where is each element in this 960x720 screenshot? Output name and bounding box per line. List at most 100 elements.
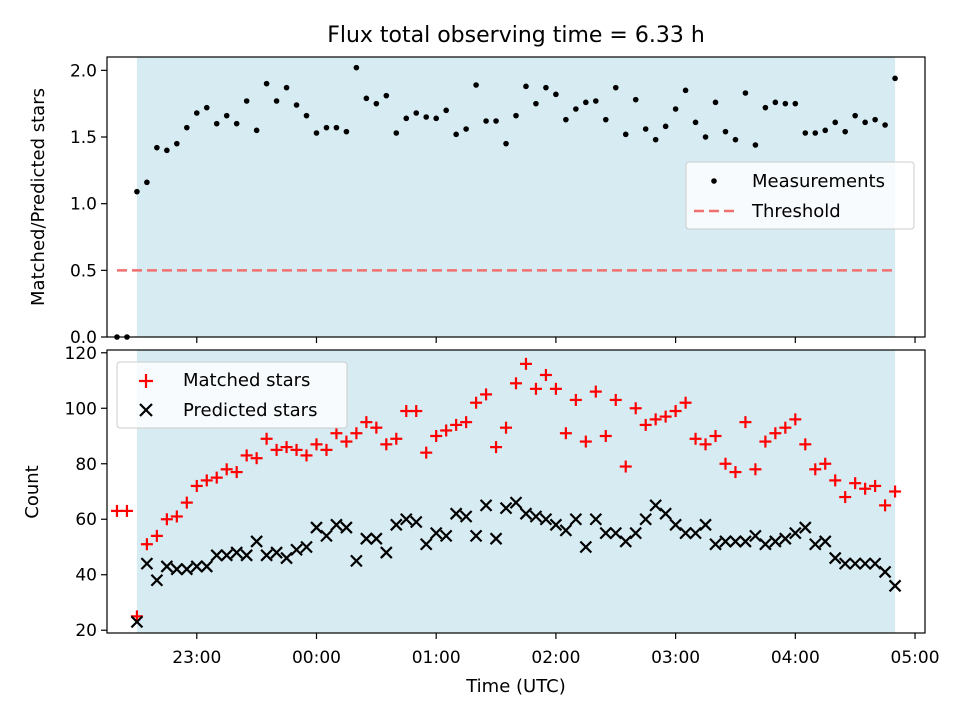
- matched-star-point: [609, 393, 622, 406]
- measurement-point: [513, 112, 519, 119]
- matched-star-point: [579, 435, 592, 448]
- measurement-point: [293, 102, 300, 108]
- measurement-point: [852, 112, 858, 119]
- matched-star-point: [839, 491, 852, 504]
- measurement-point: [164, 147, 170, 154]
- predicted-star-point: [838, 557, 852, 570]
- matched-star-point: [470, 396, 483, 409]
- measurement-point: [842, 128, 848, 135]
- predicted-star-point: [240, 549, 253, 562]
- matched-star-point: [360, 416, 373, 429]
- measurement-point: [463, 126, 469, 132]
- measurement-point: [273, 98, 280, 104]
- matched-star-point: [500, 421, 513, 434]
- measurement-point: [802, 130, 809, 136]
- measurement-point: [642, 126, 649, 132]
- matched-star-point: [789, 413, 802, 426]
- measurement-point: [483, 118, 489, 124]
- matched-star-point: [669, 405, 682, 418]
- predicted-star-point: [699, 518, 712, 532]
- matched-star-point: [659, 410, 672, 423]
- x-tick-label: 03:00: [651, 648, 700, 668]
- predicted-legend-label: Predicted stars: [183, 400, 317, 421]
- matched-star-point: [819, 457, 832, 470]
- matched-star-point: [739, 416, 752, 429]
- matched-star-point: [599, 430, 612, 443]
- measurements-legend-label: Measurements: [752, 171, 885, 192]
- measurement-point: [822, 127, 829, 134]
- predicted-star-point: [719, 535, 732, 548]
- predicted-star-point: [160, 560, 174, 573]
- measurement-point: [692, 119, 699, 126]
- matched-star-point: [849, 477, 862, 490]
- x-tick-label: 02:00: [531, 648, 580, 668]
- matched-star-point: [390, 432, 403, 445]
- bottom-y-tick-label: 40: [75, 566, 97, 586]
- predicted-star-point: [479, 499, 493, 512]
- matched-star-point: [280, 441, 293, 454]
- measurement-point: [772, 99, 779, 106]
- predicted-star-point: [380, 546, 393, 559]
- predicted-star-point: [579, 540, 593, 554]
- measurement-point: [583, 99, 589, 106]
- predicted-star-point: [619, 535, 633, 548]
- matched-star-point: [480, 388, 493, 401]
- measurement-point: [832, 119, 839, 126]
- matched-star-point: [729, 466, 742, 479]
- matched-star-point: [679, 396, 692, 409]
- predicted-star-point: [589, 512, 603, 526]
- predicted-star-point: [140, 557, 154, 570]
- measurement-point: [622, 131, 629, 138]
- x-tick-label: 04:00: [771, 648, 820, 668]
- measurement-point: [533, 100, 539, 107]
- predicted-star-point: [789, 526, 802, 540]
- matched-star-point: [619, 460, 632, 473]
- matched-star-point: [300, 449, 313, 462]
- measurement-point: [343, 128, 350, 135]
- x-tick-label: 00:00: [292, 648, 341, 668]
- matched-star-point: [799, 438, 812, 451]
- measurement-point: [882, 122, 888, 128]
- matched-star-point: [170, 510, 183, 523]
- predicted-star-point: [878, 565, 892, 579]
- measurement-point: [762, 104, 769, 111]
- top-legend-box: [685, 161, 915, 230]
- predicted-star-point: [759, 537, 772, 551]
- x-tick-label: 05:00: [891, 648, 940, 668]
- measurement-point: [792, 100, 799, 107]
- matched-star-point: [250, 452, 263, 465]
- measurement-point: [682, 87, 689, 94]
- top-plot-frame: [106, 56, 926, 338]
- matched-star-point: [510, 377, 522, 390]
- predicted-star-point: [350, 554, 363, 568]
- measurement-point: [203, 104, 210, 111]
- bottom-legend: Matched stars Predicted stars: [116, 361, 348, 429]
- measurement-point: [323, 124, 330, 131]
- predicted-star-point: [459, 510, 473, 523]
- measurement-point: [263, 80, 270, 87]
- measurement-point: [563, 116, 569, 123]
- bottom-legend-box: [116, 361, 348, 429]
- measurement-point: [503, 140, 509, 147]
- bottom-y-axis-label: Count: [22, 465, 43, 518]
- predicted-star-point: [180, 562, 194, 576]
- matched-star-point: [539, 368, 552, 381]
- matched-star-point: [699, 438, 712, 451]
- matched-star-point: [639, 418, 652, 431]
- measurement-point: [433, 115, 439, 122]
- matched-star-point: [430, 430, 443, 443]
- predicted-star-point: [709, 537, 722, 551]
- measurement-point: [493, 118, 499, 124]
- predicted-star-point: [739, 535, 752, 548]
- measurement-point: [443, 107, 449, 114]
- bottom-marks: [110, 357, 902, 629]
- matched-star-point: [240, 449, 253, 462]
- predicted-star-point: [539, 512, 553, 526]
- predicted-star-point: [200, 560, 214, 573]
- predicted-star-point: [399, 512, 413, 526]
- matched-star-point: [290, 443, 303, 456]
- predicted-star-point: [340, 521, 353, 534]
- matched-star-point: [529, 382, 542, 395]
- top-y-tick-label: 0.5: [70, 261, 97, 281]
- measurement-point: [862, 119, 868, 126]
